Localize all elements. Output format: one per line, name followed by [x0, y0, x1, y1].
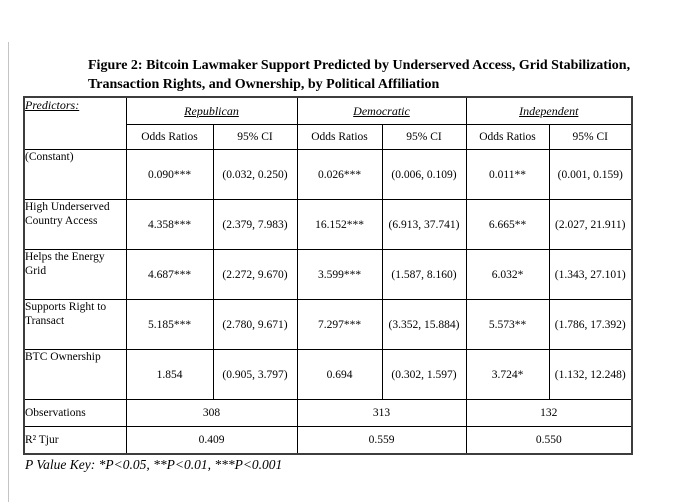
figure-title-line-1: Figure 2: Bitcoin Lawmaker Support Predi… — [88, 58, 631, 73]
summary-value-independent: 132 — [465, 399, 633, 427]
summary-label: R² Tjur — [23, 426, 127, 454]
subheader-row: Odds Ratios 95% CI Odds Ratios 95% CI Od… — [24, 124, 633, 150]
summary-label: Observations — [23, 399, 127, 427]
group-header-row: Predictors: Republican Democratic Indepe… — [23, 96, 633, 150]
cell-republican-ci: (2.272, 9.670) — [212, 249, 298, 300]
subheader-independent-odds-ratios: Odds Ratios — [465, 124, 550, 150]
group-header-democratic: Democratic — [296, 96, 467, 125]
cell-democratic-odds-ratio: 0.026*** — [296, 149, 383, 200]
cell-democratic-ci: (1.587, 8.160) — [381, 249, 467, 300]
cell-independent-ci: (0.001, 0.159) — [548, 149, 633, 200]
predictor-label: Helps the Energy Grid — [23, 249, 127, 300]
summary-value-democratic: 313 — [296, 399, 467, 427]
cell-independent-ci: (1.132, 12.248) — [548, 349, 633, 400]
cell-republican-odds-ratio: 4.358*** — [125, 199, 214, 250]
regression-table: Predictors: Republican Democratic Indepe… — [23, 96, 633, 455]
cell-independent-odds-ratio: 5.573** — [465, 299, 550, 350]
summary-value-independent: 0.550 — [465, 426, 633, 454]
subheader-independent-95ci: 95% CI — [548, 124, 633, 150]
cell-democratic-odds-ratio: 0.694 — [296, 349, 383, 400]
cell-republican-odds-ratio: 0.090*** — [125, 149, 214, 200]
cell-republican-odds-ratio: 4.687*** — [125, 249, 214, 300]
cell-democratic-ci: (3.352, 15.884) — [381, 299, 467, 350]
cell-independent-odds-ratio: 6.665** — [465, 199, 550, 250]
cell-republican-ci: (2.379, 7.983) — [212, 199, 298, 250]
predictor-label: (Constant) — [23, 149, 127, 200]
predictor-label: Supports Right to Transact — [23, 299, 127, 350]
cell-republican-ci: (0.905, 3.797) — [212, 349, 298, 400]
cell-republican-odds-ratio: 1.854 — [125, 349, 214, 400]
summary-value-republican: 308 — [125, 399, 298, 427]
cell-independent-odds-ratio: 0.011** — [465, 149, 550, 200]
summary-value-democratic: 0.559 — [296, 426, 467, 454]
cell-democratic-odds-ratio: 16.152*** — [296, 199, 383, 250]
group-header-republican: Republican — [125, 96, 298, 125]
p-value-key: P Value Key: *P<0.05, **P<0.01, ***P<0.0… — [25, 457, 283, 472]
table-row: BTC Ownership 1.854 (0.905, 3.797) 0.694 (0.… — [23, 349, 633, 400]
subheader-democratic-95ci: 95% CI — [381, 124, 467, 150]
table-row: (Constant) 0.090*** (0.032, 0.250) 0.026***… — [23, 149, 633, 200]
predictor-label: High Underserved Country Access — [23, 199, 127, 250]
table-row: High Underserved Country Access 4.358***(… — [23, 199, 633, 250]
subheader-democratic-odds-ratios: Odds Ratios — [296, 124, 383, 150]
predictor-label: BTC Ownership — [23, 349, 127, 400]
cell-republican-odds-ratio: 5.185*** — [125, 299, 214, 350]
cell-democratic-ci: (0.302, 1.597) — [381, 349, 467, 400]
subheader-republican-95ci: 95% CI — [212, 124, 298, 150]
cell-democratic-odds-ratio: 7.297*** — [296, 299, 383, 350]
figure-title-line-2: Transaction Rights, and Ownership, by Po… — [88, 77, 440, 92]
cell-democratic-ci: (0.006, 0.109) — [381, 149, 467, 200]
summary-row: Observations 308 313 132 — [23, 399, 633, 427]
cell-independent-odds-ratio: 3.724* — [465, 349, 550, 400]
figure-title: Figure 2: Bitcoin Lawmaker Support Predi… — [88, 56, 640, 94]
table-row: Helps the Energy Grid 4.687*** (2.272, 9.6… — [23, 249, 633, 300]
cell-independent-ci: (1.786, 17.392) — [548, 299, 633, 350]
cell-democratic-odds-ratio: 3.599*** — [296, 249, 383, 300]
summary-row: R² Tjur 0.409 0.559 0.550 — [23, 426, 633, 454]
cell-independent-ci: (1.343, 27.101) — [548, 249, 633, 300]
cell-democratic-ci: (6.913, 37.741) — [381, 199, 467, 250]
page-edge-line — [8, 42, 9, 502]
table-row: Supports Right to Transact 5.185*** (2.780… — [23, 299, 633, 350]
predictors-header: Predictors: — [23, 96, 127, 150]
summary-value-republican: 0.409 — [125, 426, 298, 454]
cell-republican-ci: (0.032, 0.250) — [212, 149, 298, 200]
subheader-republican-odds-ratios: Odds Ratios — [125, 124, 214, 150]
group-header-independent: Independent — [465, 96, 633, 125]
cell-independent-odds-ratio: 6.032* — [465, 249, 550, 300]
cell-republican-ci: (2.780, 9.671) — [212, 299, 298, 350]
cell-independent-ci: (2.027, 21.911) — [548, 199, 633, 250]
